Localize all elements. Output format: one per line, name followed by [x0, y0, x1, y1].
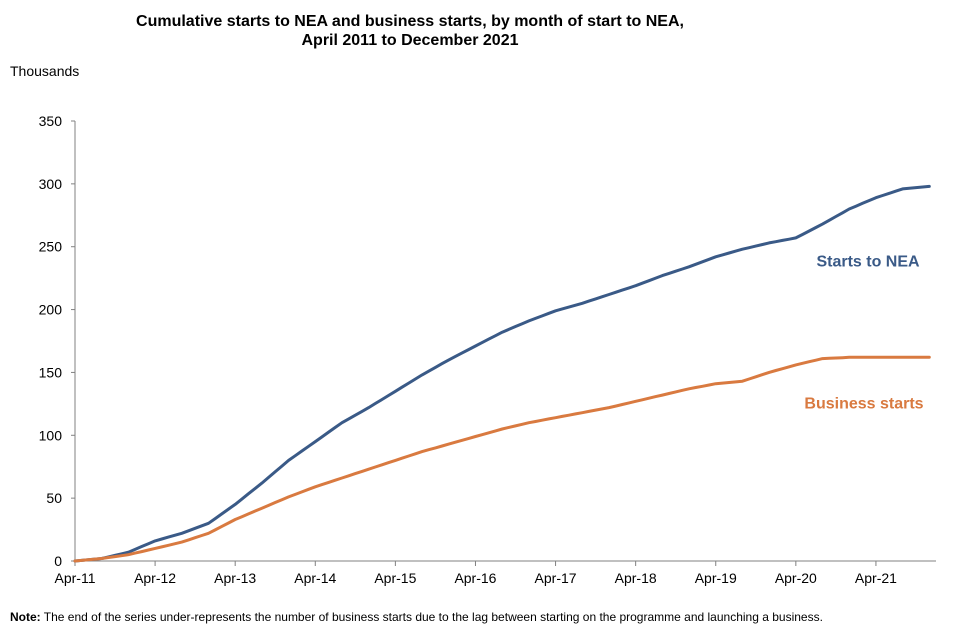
axes [74, 121, 936, 562]
x-tick-label: Apr-20 [775, 570, 817, 586]
footnote: Note: The end of the series under-repres… [10, 610, 823, 624]
chart-title: Cumulative starts to NEA and business st… [0, 12, 820, 50]
y-axis-label: Thousands [10, 63, 80, 79]
footnote-label: Note: [10, 610, 41, 624]
y-tick-label: 0 [54, 553, 62, 569]
x-tick-label: Apr-21 [855, 570, 897, 586]
x-tick-label: Apr-12 [134, 570, 176, 586]
x-tick-label: Apr-11 [55, 570, 96, 586]
x-tick-label: Apr-14 [294, 570, 336, 586]
y-tick-labels: 0 50 100 150 200 250 300 350 [39, 113, 75, 569]
x-tick-label: Apr-16 [454, 570, 496, 586]
series-line-business-starts [73, 355, 931, 563]
x-tick-label: Apr-18 [615, 570, 657, 586]
x-tick-label: Apr-13 [214, 570, 256, 586]
y-tick-label: 300 [39, 176, 63, 192]
x-tick-label: Apr-19 [695, 570, 737, 586]
series-lines [73, 184, 931, 563]
x-tick-labels: Apr-11 Apr-12 Apr-13 Apr-14 Apr-15 Apr-16 Apr-… [55, 561, 897, 586]
chart-title-line-2: April 2011 to December 2021 [301, 32, 519, 49]
y-tick-label: 200 [39, 302, 63, 318]
series-label-starts-to-nea: Starts to NEA [816, 253, 920, 270]
series-line-starts-to-nea [73, 184, 931, 563]
y-tick-label: 100 [39, 427, 63, 443]
series-labels: Starts to NEA Business starts [804, 253, 923, 412]
x-tick-label: Apr-15 [374, 570, 416, 586]
y-tick-label: 350 [39, 113, 63, 129]
x-tick-label: Apr-17 [535, 570, 577, 586]
series-label-business-starts: Business starts [804, 395, 923, 412]
chart-title-line-1: Cumulative starts to NEA and business st… [136, 13, 684, 30]
y-tick-label: 50 [46, 490, 62, 506]
y-tick-label: 150 [39, 364, 63, 380]
footnote-text: The end of the series under-represents t… [40, 610, 823, 624]
y-tick-label: 250 [39, 239, 63, 255]
